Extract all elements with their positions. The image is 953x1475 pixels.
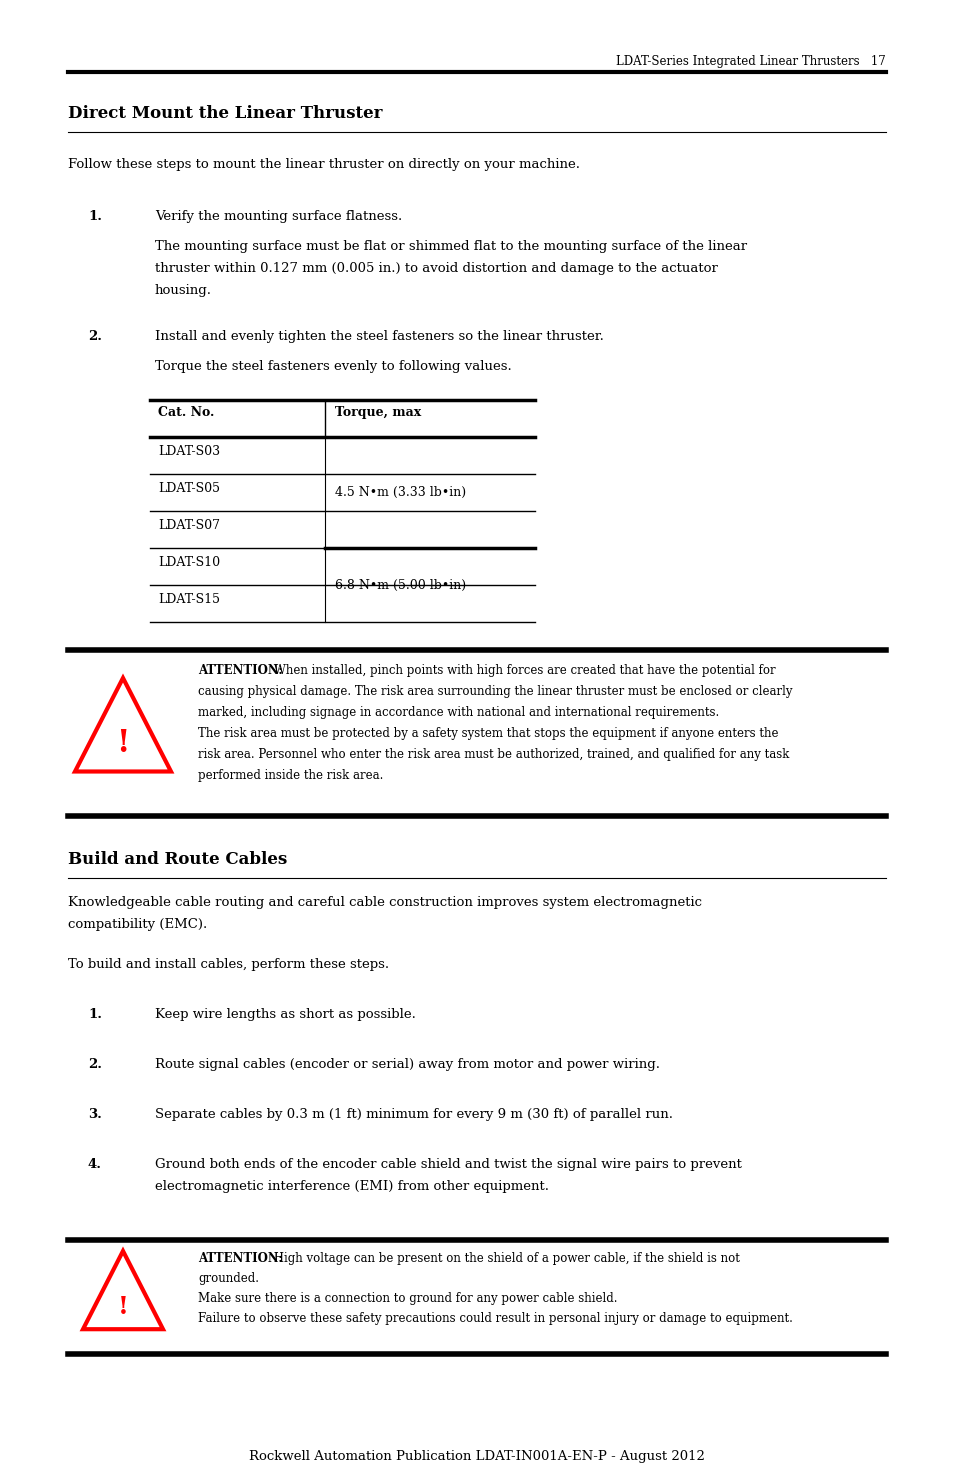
Text: Build and Route Cables: Build and Route Cables: [68, 851, 287, 867]
Text: !: !: [116, 727, 130, 758]
Text: Route signal cables (encoder or serial) away from motor and power wiring.: Route signal cables (encoder or serial) …: [154, 1058, 659, 1071]
Text: ATTENTION:: ATTENTION:: [198, 664, 282, 677]
Polygon shape: [75, 678, 171, 771]
Text: Failure to observe these safety precautions could result in personal injury or d: Failure to observe these safety precauti…: [198, 1311, 792, 1325]
Text: performed inside the risk area.: performed inside the risk area.: [198, 768, 383, 782]
Text: 4.: 4.: [88, 1158, 102, 1171]
Text: ATTENTION:: ATTENTION:: [198, 1252, 282, 1266]
Text: When installed, pinch points with high forces are created that have the potentia: When installed, pinch points with high f…: [270, 664, 775, 677]
Text: LDAT-S10: LDAT-S10: [158, 556, 220, 569]
Text: 2.: 2.: [88, 330, 102, 344]
Text: Torque the steel fasteners evenly to following values.: Torque the steel fasteners evenly to fol…: [154, 360, 511, 373]
Text: Verify the mounting surface flatness.: Verify the mounting surface flatness.: [154, 209, 402, 223]
Text: LDAT-S03: LDAT-S03: [158, 445, 220, 459]
Text: Keep wire lengths as short as possible.: Keep wire lengths as short as possible.: [154, 1007, 416, 1021]
Text: The risk area must be protected by a safety system that stops the equipment if a: The risk area must be protected by a saf…: [198, 727, 778, 740]
Text: Cat. No.: Cat. No.: [158, 406, 214, 419]
Text: !: !: [117, 1295, 129, 1319]
Text: electromagnetic interference (EMI) from other equipment.: electromagnetic interference (EMI) from …: [154, 1180, 548, 1193]
Text: 1.: 1.: [88, 209, 102, 223]
Text: Separate cables by 0.3 m (1 ft) minimum for every 9 m (30 ft) of parallel run.: Separate cables by 0.3 m (1 ft) minimum …: [154, 1108, 672, 1121]
Text: Follow these steps to mount the linear thruster on directly on your machine.: Follow these steps to mount the linear t…: [68, 158, 579, 171]
Text: causing physical damage. The risk area surrounding the linear thruster must be e: causing physical damage. The risk area s…: [198, 684, 792, 698]
Text: The mounting surface must be flat or shimmed flat to the mounting surface of the: The mounting surface must be flat or shi…: [154, 240, 746, 254]
Polygon shape: [83, 1251, 163, 1329]
Text: 3.: 3.: [88, 1108, 102, 1121]
Text: housing.: housing.: [154, 285, 212, 296]
Text: grounded.: grounded.: [198, 1271, 258, 1285]
Text: Install and evenly tighten the steel fasteners so the linear thruster.: Install and evenly tighten the steel fas…: [154, 330, 603, 344]
Text: marked, including signage in accordance with national and international requirem: marked, including signage in accordance …: [198, 707, 719, 718]
Text: Rockwell Automation Publication LDAT-IN001A-EN-P - August 2012: Rockwell Automation Publication LDAT-IN0…: [249, 1450, 704, 1463]
Text: thruster within 0.127 mm (0.005 in.) to avoid distortion and damage to the actua: thruster within 0.127 mm (0.005 in.) to …: [154, 263, 717, 274]
Text: 2.: 2.: [88, 1058, 102, 1071]
Text: 6.8 N•m (5.00 lb•in): 6.8 N•m (5.00 lb•in): [335, 578, 466, 591]
Text: LDAT-S05: LDAT-S05: [158, 482, 220, 496]
Text: Make sure there is a connection to ground for any power cable shield.: Make sure there is a connection to groun…: [198, 1292, 617, 1305]
Text: compatibility (EMC).: compatibility (EMC).: [68, 917, 207, 931]
Text: Torque, max: Torque, max: [335, 406, 421, 419]
Text: Ground both ends of the encoder cable shield and twist the signal wire pairs to : Ground both ends of the encoder cable sh…: [154, 1158, 741, 1171]
Text: risk area. Personnel who enter the risk area must be authorized, trained, and qu: risk area. Personnel who enter the risk …: [198, 748, 788, 761]
Text: 1.: 1.: [88, 1007, 102, 1021]
Text: Knowledgeable cable routing and careful cable construction improves system elect: Knowledgeable cable routing and careful …: [68, 895, 701, 909]
Text: Direct Mount the Linear Thruster: Direct Mount the Linear Thruster: [68, 105, 382, 122]
Text: LDAT-S07: LDAT-S07: [158, 519, 220, 532]
Text: High voltage can be present on the shield of a power cable, if the shield is not: High voltage can be present on the shiel…: [270, 1252, 740, 1266]
Text: LDAT-S15: LDAT-S15: [158, 593, 220, 606]
Text: LDAT-Series Integrated Linear Thrusters   17: LDAT-Series Integrated Linear Thrusters …: [616, 55, 885, 68]
Text: 4.5 N•m (3.33 lb•in): 4.5 N•m (3.33 lb•in): [335, 485, 466, 499]
Text: To build and install cables, perform these steps.: To build and install cables, perform the…: [68, 957, 389, 971]
